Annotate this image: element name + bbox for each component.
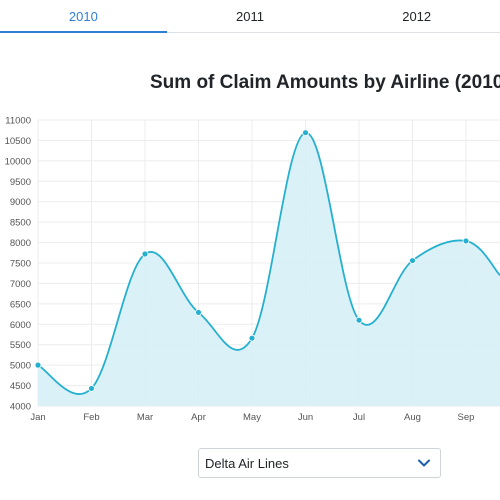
data-point xyxy=(141,250,149,258)
y-tick-label: 9000 xyxy=(10,197,31,208)
y-tick-label: 6500 xyxy=(10,299,31,310)
y-tick-label: 11000 xyxy=(5,116,31,127)
airline-select[interactable]: Delta Air Lines xyxy=(198,448,441,478)
data-point xyxy=(88,385,95,392)
data-point xyxy=(355,316,363,324)
area-fill xyxy=(38,132,500,406)
y-tick-label: 6000 xyxy=(10,320,31,331)
data-point xyxy=(248,334,256,342)
chevron-down-icon xyxy=(418,459,430,467)
x-tick-label: Aug xyxy=(404,412,421,423)
data-point xyxy=(409,257,416,264)
tab-2011[interactable]: 2011 xyxy=(236,8,264,24)
x-tick-label: May xyxy=(243,412,261,423)
y-tick-label: 10500 xyxy=(5,136,31,147)
y-tick-label: 5500 xyxy=(10,340,31,351)
y-tick-label: 5000 xyxy=(10,361,31,372)
data-point xyxy=(462,237,470,245)
x-tick-label: Mar xyxy=(137,412,153,423)
airline-select-value: Delta Air Lines xyxy=(205,455,289,471)
y-tick-label: 8500 xyxy=(10,218,31,229)
y-tick-label: 4000 xyxy=(10,402,31,413)
y-tick-label: 4500 xyxy=(10,381,31,392)
tab-2012[interactable]: 2012 xyxy=(402,8,432,24)
data-point xyxy=(195,309,202,316)
y-tick-label: 7000 xyxy=(10,279,31,290)
y-tick-label: 9500 xyxy=(10,177,31,188)
x-tick-label: Feb xyxy=(83,412,99,423)
x-tick-label: Jul xyxy=(353,412,365,423)
y-tick-label: 10000 xyxy=(5,156,31,167)
year-tabs: 2010 2011 2012 xyxy=(0,0,500,33)
x-tick-label: Jun xyxy=(298,412,313,423)
x-tick-label: Jan xyxy=(30,412,45,423)
y-tick-label: 8000 xyxy=(10,238,31,249)
y-tick-label: 7500 xyxy=(10,259,31,270)
chart-title: Sum of Claim Amounts by Airline (2010) xyxy=(150,72,500,93)
x-tick-label: Sep xyxy=(458,412,475,423)
data-point xyxy=(34,361,42,369)
tab-2010[interactable]: 2010 xyxy=(0,0,167,33)
claims-area-chart: 4000 4500 5000 5500 6000 6500 7000 7500 8000 8500… xyxy=(5,116,500,423)
data-point xyxy=(302,129,309,137)
x-tick-label: Apr xyxy=(191,412,206,423)
